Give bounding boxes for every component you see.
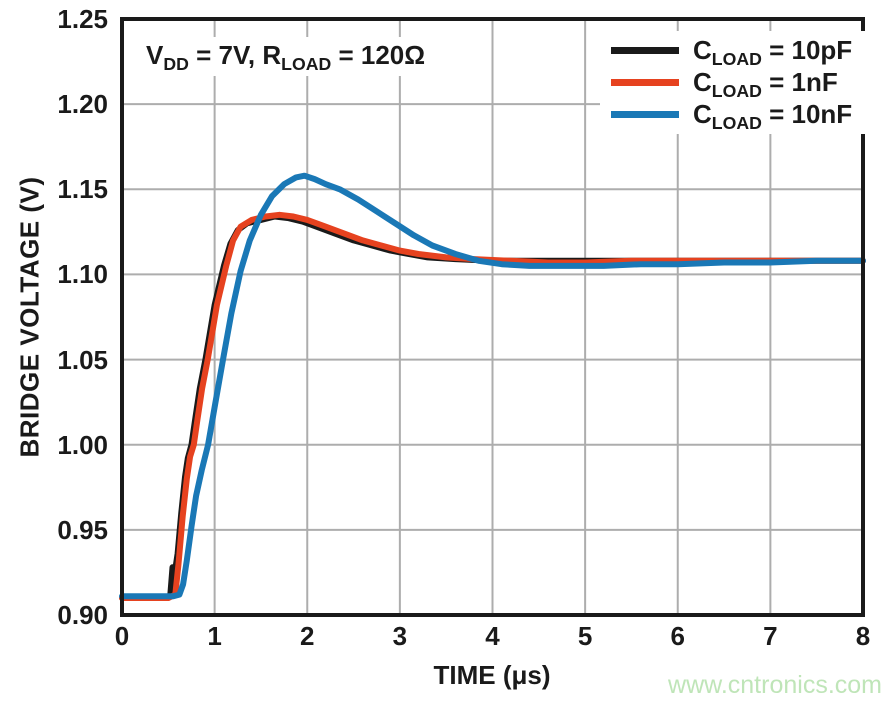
plot-frame xyxy=(120,17,865,617)
x-axis-title: TIME (μs) xyxy=(433,660,551,690)
x-tick-label: 5 xyxy=(577,621,593,651)
y-tick-label: 1.05 xyxy=(57,344,108,375)
legend-label: CLOAD = 1nF xyxy=(693,66,838,101)
x-tick-label: 6 xyxy=(670,621,685,651)
watermark: www.cntronics.com xyxy=(668,671,882,699)
x-tick-label: 4 xyxy=(485,621,500,651)
legend-swatch xyxy=(611,78,679,86)
legend-item: CLOAD = 1nF xyxy=(611,66,871,101)
legend-item: CLOAD = 10pF xyxy=(611,34,871,69)
y-tick-label: 1.20 xyxy=(57,89,108,120)
legend-swatch xyxy=(611,110,679,118)
legend-label: CLOAD = 10pF xyxy=(693,34,853,69)
x-tick-label: 0 xyxy=(114,621,130,651)
x-tick-label: 7 xyxy=(763,621,778,651)
x-tick-label: 1 xyxy=(207,621,222,651)
y-axis-title: BRIDGE VOLTAGE (V) xyxy=(14,176,45,458)
legend-swatch xyxy=(611,46,679,54)
legend-label: CLOAD = 10nF xyxy=(693,98,853,133)
x-tick-label: 2 xyxy=(300,621,315,651)
curve-cload-10nf xyxy=(119,172,866,600)
legend-item: CLOAD = 10nF xyxy=(611,98,871,133)
x-tick-label: 8 xyxy=(855,621,871,651)
x-tick-label: 3 xyxy=(392,621,408,651)
conditions-annotation: VDD = 7V, RLOAD = 120Ω xyxy=(136,37,436,76)
y-tick-label: 1.15 xyxy=(57,174,108,205)
curve-cload-1nf xyxy=(119,211,866,601)
y-tick-label: 0.95 xyxy=(57,514,108,545)
y-tick-label: 1.25 xyxy=(57,4,108,34)
y-tick-label: 0.90 xyxy=(57,600,108,630)
legend: CLOAD = 10pF CLOAD = 1nF CLOAD = 10nF xyxy=(600,31,871,134)
y-tick-label: 1.00 xyxy=(57,429,108,460)
y-tick-label: 1.10 xyxy=(57,259,108,290)
